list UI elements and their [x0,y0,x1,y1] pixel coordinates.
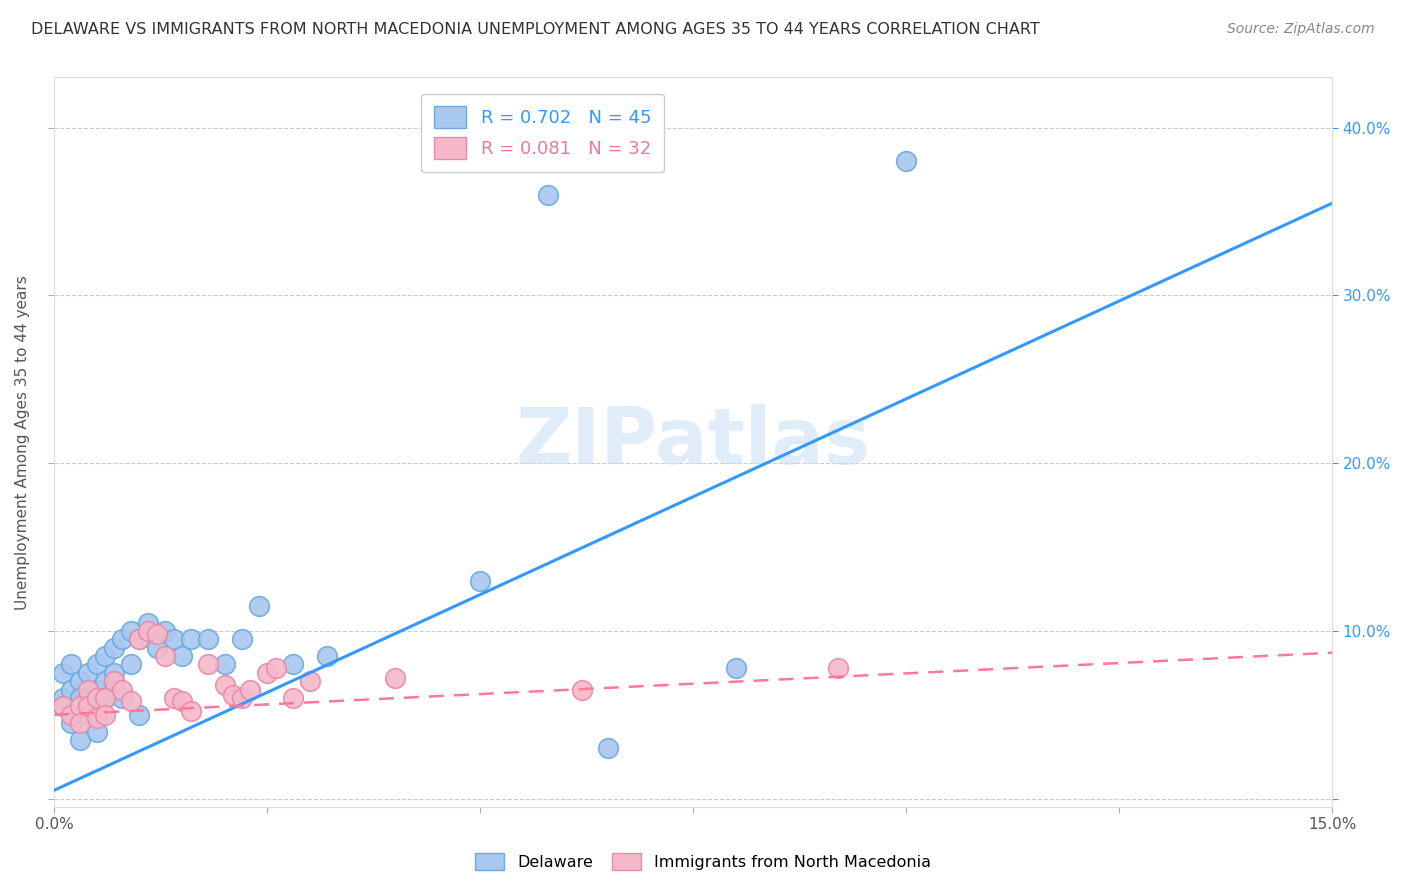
Point [153,624,176,638]
Point [222,688,245,702]
Point [145,627,167,641]
Point [180,705,202,719]
Text: DELAWARE VS IMMIGRANTS FROM NORTH MACEDONIA UNEMPLOYMENT AMONG AGES 35 TO 44 YEA: DELAWARE VS IMMIGRANTS FROM NORTH MACEDO… [31,22,1039,37]
Point [316,648,339,663]
Point [77,682,100,697]
Point [77,690,100,705]
Point [827,661,849,675]
Point [214,677,236,691]
Point [172,648,194,663]
Point [69,732,91,747]
Point [136,624,159,638]
Point [120,624,142,638]
Point [69,716,91,731]
Point [52,690,75,705]
Point [86,690,108,705]
Point [60,707,83,722]
Point [103,674,125,689]
Text: Source: ZipAtlas.com: Source: ZipAtlas.com [1227,22,1375,37]
Point [111,632,134,647]
Point [231,690,253,705]
Point [145,640,167,655]
Point [256,665,278,680]
Point [281,690,304,705]
Point [120,694,142,708]
Point [60,682,83,697]
Point [596,741,619,756]
Point [52,699,75,714]
Point [86,699,108,714]
Point [231,632,253,647]
Point [94,707,117,722]
Point [162,632,184,647]
Point [128,632,150,647]
Point [197,632,219,647]
Point [162,690,184,705]
Point [128,632,150,647]
Point [120,657,142,672]
Point [724,661,747,675]
Point [172,694,194,708]
Point [128,707,150,722]
Point [60,657,83,672]
Point [264,661,287,675]
Point [69,690,91,705]
Point [298,674,321,689]
Point [69,699,91,714]
Point [180,632,202,647]
Point [103,640,125,655]
Point [537,187,560,202]
Point [384,671,406,685]
Point [470,574,492,588]
Y-axis label: Unemployment Among Ages 35 to 44 years: Unemployment Among Ages 35 to 44 years [15,275,30,609]
Point [153,648,176,663]
Point [69,674,91,689]
Point [103,682,125,697]
Point [571,682,593,697]
Point [77,665,100,680]
Point [86,657,108,672]
Point [136,615,159,630]
Point [52,665,75,680]
Point [77,699,100,714]
Point [111,682,134,697]
Point [94,674,117,689]
Point [94,690,117,705]
Point [281,657,304,672]
Point [103,665,125,680]
Point [86,711,108,725]
Point [111,690,134,705]
Point [239,682,262,697]
Point [86,682,108,697]
Point [77,707,100,722]
Point [86,724,108,739]
Legend: Delaware, Immigrants from North Macedonia: Delaware, Immigrants from North Macedoni… [470,847,936,877]
Point [94,648,117,663]
Point [94,690,117,705]
Point [247,599,270,613]
Point [894,154,917,169]
Point [214,657,236,672]
Text: ZIPatlas: ZIPatlas [516,404,870,480]
Legend: R = 0.702   N = 45, R = 0.081   N = 32: R = 0.702 N = 45, R = 0.081 N = 32 [422,94,664,172]
Point [60,716,83,731]
Point [52,699,75,714]
Point [197,657,219,672]
